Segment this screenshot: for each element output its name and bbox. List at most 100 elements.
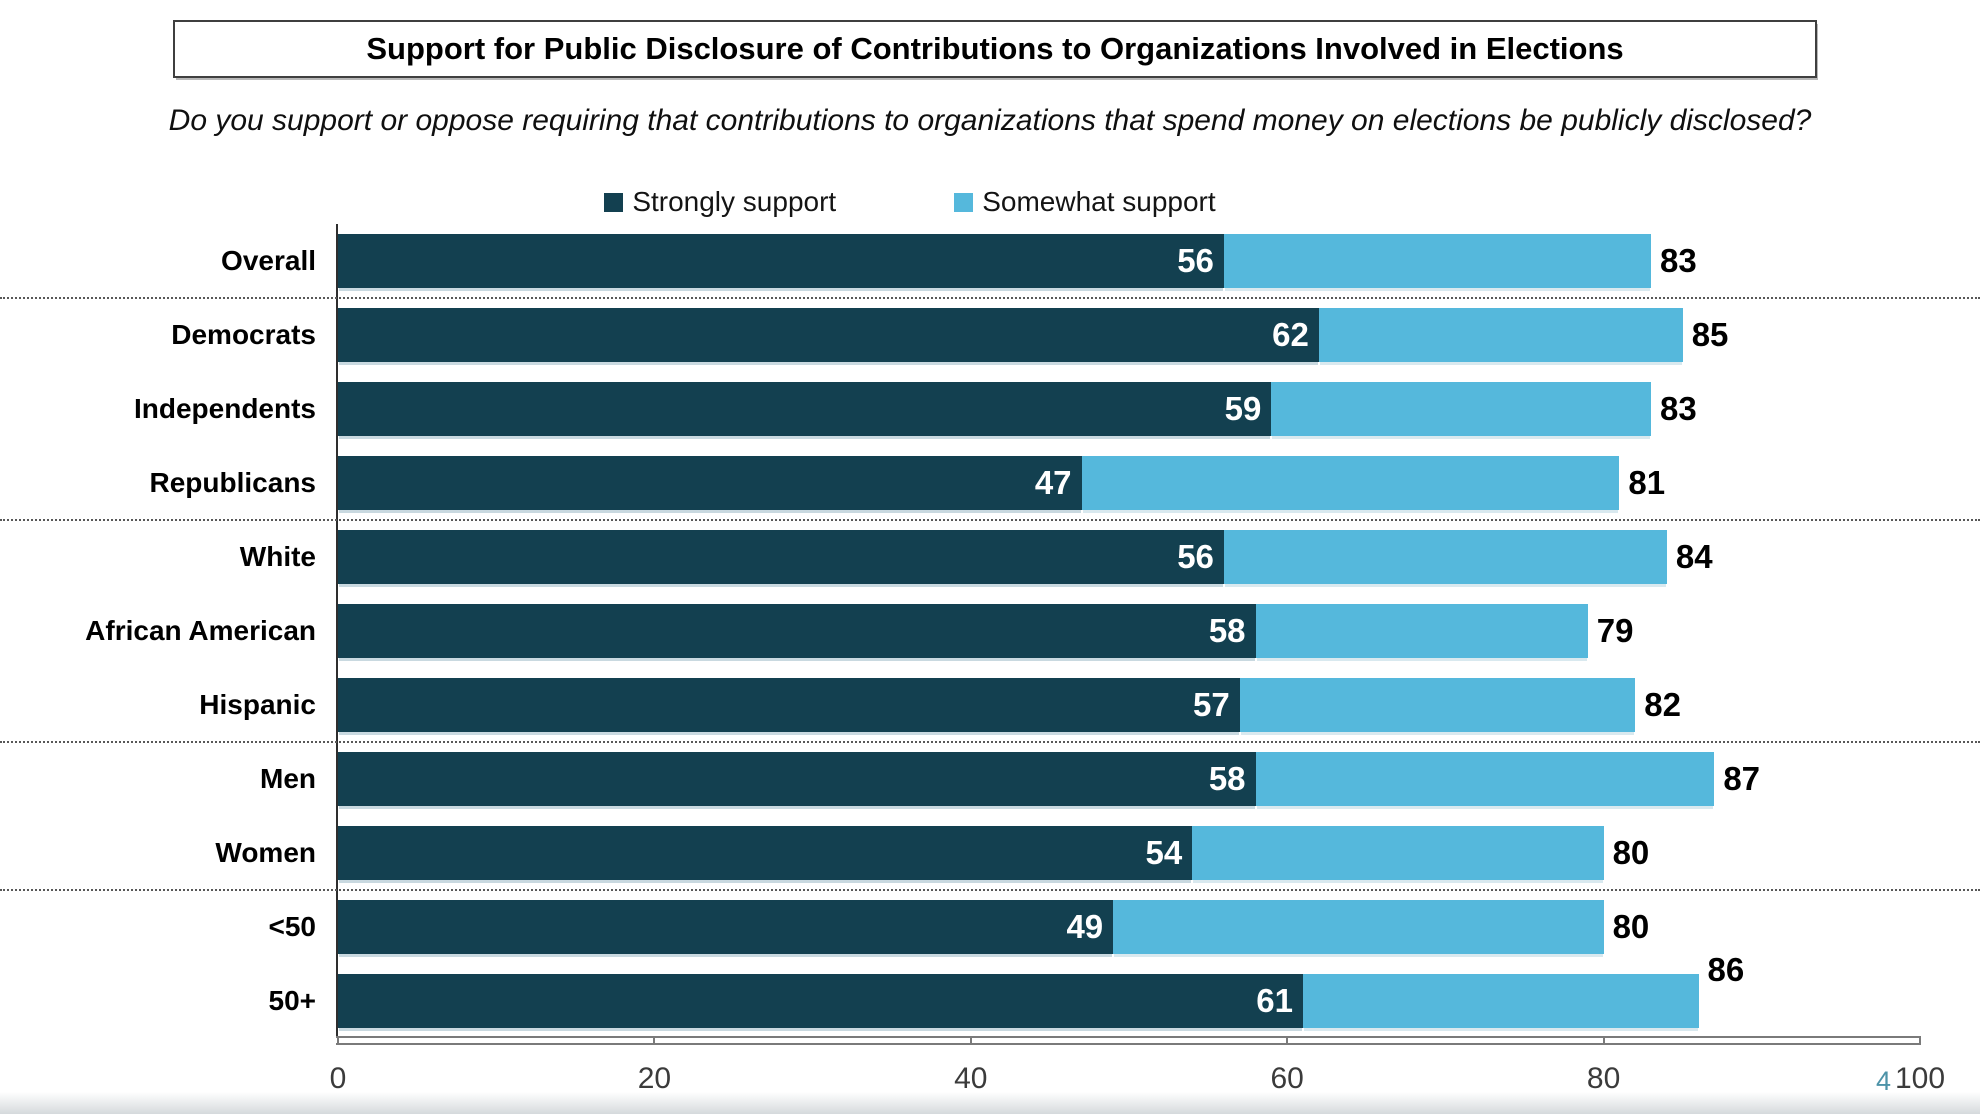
legend-label-strongly: Strongly support bbox=[632, 186, 837, 217]
bar-segment-somewhat bbox=[1255, 752, 1715, 806]
category-label: Men bbox=[260, 763, 316, 794]
bar-segment-somewhat bbox=[1192, 826, 1604, 880]
page-number: 4 bbox=[1876, 1066, 1892, 1096]
y-axis-line bbox=[336, 224, 338, 1038]
stacked-bar: 54 80 bbox=[338, 826, 1920, 880]
legend-swatch-somewhat-icon bbox=[954, 192, 974, 212]
bar-segment-somewhat bbox=[1239, 678, 1636, 732]
x-axis-tick bbox=[1286, 1036, 1289, 1045]
category-label: 50+ bbox=[268, 985, 317, 1016]
total-value-label: 85 bbox=[1691, 316, 1729, 353]
strongly-value-label: 49 bbox=[1066, 908, 1104, 945]
x-axis-tick-label: 60 bbox=[1270, 1062, 1304, 1095]
stacked-bar: 57 82 bbox=[338, 678, 1920, 732]
x-axis-tick-label: 100 bbox=[1894, 1062, 1946, 1095]
bar-segment-somewhat bbox=[1223, 234, 1652, 288]
strongly-value-label: 58 bbox=[1208, 760, 1246, 797]
group-separator bbox=[0, 889, 1980, 891]
x-axis-tick-label: 0 bbox=[329, 1062, 347, 1095]
legend-item-strongly-support: Strongly support bbox=[604, 186, 836, 218]
strongly-value-label: 61 bbox=[1256, 982, 1294, 1019]
total-value-label: 82 bbox=[1644, 686, 1681, 723]
survey-question: Do you support or oppose requiring that … bbox=[168, 104, 1812, 137]
bar-segment-strongly: 62 bbox=[338, 308, 1319, 362]
category-label: Women bbox=[215, 837, 316, 868]
strongly-value-label: 62 bbox=[1272, 316, 1309, 353]
bar-segment-somewhat bbox=[1223, 530, 1667, 584]
stacked-bar: 56 83 bbox=[338, 234, 1920, 288]
bar-segment-strongly: 59 bbox=[338, 382, 1272, 436]
strongly-value-label: 59 bbox=[1224, 390, 1262, 427]
category-label: Independents bbox=[133, 393, 316, 424]
bar-segment-strongly: 47 bbox=[338, 456, 1082, 510]
stacked-bar: 58 87 bbox=[338, 752, 1920, 806]
strongly-value-label: 56 bbox=[1177, 538, 1214, 575]
bar-row: Hispanic 57 82 bbox=[199, 668, 1920, 742]
bar-segment-strongly: 58 bbox=[338, 752, 1256, 806]
total-value-label: 86 bbox=[1707, 951, 1745, 988]
legend: Strongly support Somewhat support bbox=[0, 186, 1820, 218]
legend-label-somewhat: Somewhat support bbox=[982, 186, 1216, 217]
bar-row: Men 58 87 bbox=[260, 742, 1920, 816]
total-value-label: 80 bbox=[1612, 834, 1650, 871]
bar-segment-somewhat bbox=[1318, 308, 1683, 362]
bar-segment-strongly: 49 bbox=[338, 900, 1114, 954]
bar-segment-somewhat bbox=[1081, 456, 1620, 510]
stacked-bar: 62 85 bbox=[338, 308, 1920, 362]
bar-segment-somewhat bbox=[1255, 604, 1588, 658]
total-value-label: 80 bbox=[1612, 908, 1650, 945]
bar-segment-somewhat bbox=[1303, 974, 1699, 1028]
group-separator bbox=[0, 519, 1980, 521]
legend-swatch-strongly-icon bbox=[604, 192, 624, 212]
stacked-bar: 61 86 bbox=[338, 951, 1920, 1028]
total-value-label: 84 bbox=[1675, 538, 1713, 575]
x-axis-tick bbox=[653, 1036, 656, 1045]
legend-item-somewhat-support: Somewhat support bbox=[954, 186, 1216, 218]
bar-segment-strongly: 54 bbox=[338, 826, 1193, 880]
stacked-bar: 49 80 bbox=[338, 900, 1920, 954]
x-axis-tick bbox=[1602, 1036, 1605, 1045]
total-value-label: 79 bbox=[1596, 612, 1634, 649]
bar-row: Republicans 47 81 bbox=[150, 446, 1920, 520]
stacked-bar: 56 84 bbox=[338, 530, 1920, 584]
bar-segment-somewhat bbox=[1271, 382, 1652, 436]
category-label: Republicans bbox=[149, 467, 316, 498]
bar-segment-strongly: 61 bbox=[338, 974, 1304, 1028]
total-value-label: 87 bbox=[1723, 760, 1761, 797]
bar-row: African American 58 79 bbox=[85, 594, 1920, 668]
stacked-bar: 47 81 bbox=[338, 456, 1920, 510]
bar-segment-strongly: 58 bbox=[338, 604, 1256, 658]
chart-title-box: Support for Public Disclosure of Contrib… bbox=[173, 20, 1817, 78]
strongly-value-label: 56 bbox=[1177, 242, 1214, 279]
stacked-bar: 59 83 bbox=[338, 382, 1920, 436]
chart-title: Support for Public Disclosure of Contrib… bbox=[366, 31, 1624, 66]
bar-row: Women 54 80 bbox=[215, 816, 1920, 890]
x-axis-tick bbox=[1919, 1036, 1921, 1045]
bar-row: White 56 84 bbox=[240, 520, 1920, 594]
bar-row: <50 49 80 bbox=[269, 890, 1920, 964]
x-axis-tick-label: 80 bbox=[1586, 1062, 1621, 1095]
total-value-label: 83 bbox=[1660, 390, 1697, 427]
category-label: Democrats bbox=[171, 319, 316, 350]
bar-segment-strongly: 56 bbox=[338, 530, 1224, 584]
category-label: Hispanic bbox=[199, 689, 316, 720]
bar-segment-strongly: 57 bbox=[338, 678, 1240, 732]
total-value-label: 81 bbox=[1628, 464, 1666, 501]
x-axis-tick bbox=[337, 1036, 339, 1045]
slide-edge-shading bbox=[0, 1092, 1980, 1114]
total-value-label: 83 bbox=[1660, 242, 1697, 279]
group-separator bbox=[0, 741, 1980, 743]
category-label: White bbox=[239, 541, 316, 572]
stacked-bar: 58 79 bbox=[338, 604, 1920, 658]
x-axis-tick-label: 20 bbox=[637, 1062, 672, 1095]
x-axis-tick bbox=[969, 1036, 972, 1045]
strongly-value-label: 58 bbox=[1208, 612, 1246, 649]
group-separator bbox=[0, 297, 1980, 299]
strongly-value-label: 47 bbox=[1034, 464, 1072, 501]
bar-segment-strongly: 56 bbox=[338, 234, 1224, 288]
bar-segment-somewhat bbox=[1113, 900, 1604, 954]
category-label: African American bbox=[85, 615, 316, 646]
category-label: <50 bbox=[268, 911, 317, 942]
bar-row: 50+ 61 86 bbox=[269, 951, 1920, 1038]
